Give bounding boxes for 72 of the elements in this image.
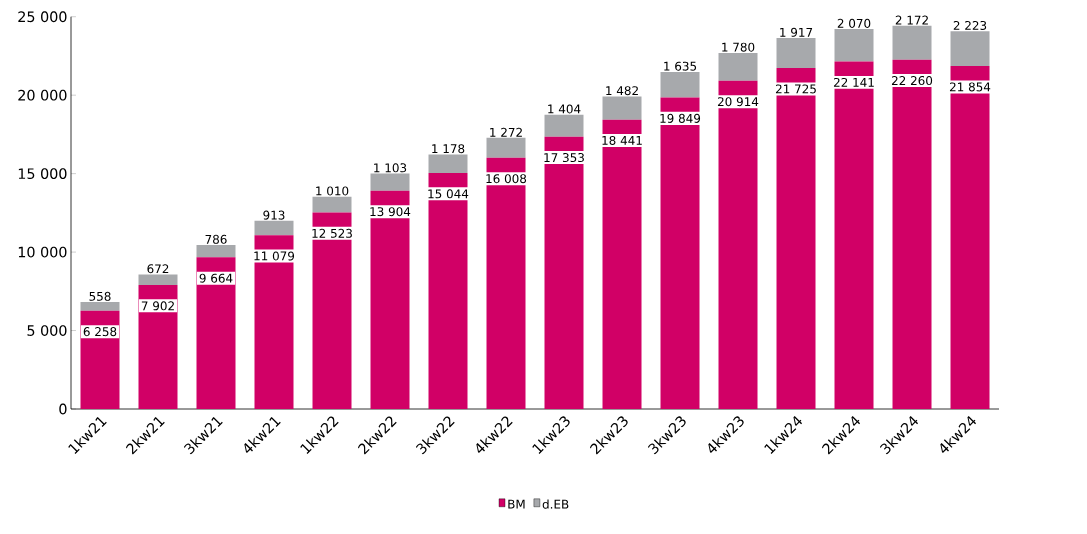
- data-label: 558: [89, 291, 111, 301]
- data-label: 1 482: [606, 86, 638, 96]
- data-label: 13 904: [370, 207, 411, 217]
- bar: [544, 114, 584, 137]
- y-tick-label: 15 000: [18, 168, 67, 180]
- bar: [254, 235, 294, 409]
- bar: [950, 66, 990, 409]
- bar: [660, 97, 700, 409]
- data-label: 22 260: [891, 76, 933, 86]
- bar: [892, 59, 932, 409]
- data-label: 20 914: [717, 97, 759, 107]
- data-label: 2 172: [895, 15, 928, 25]
- bar: [486, 137, 526, 158]
- bar: [138, 274, 178, 286]
- bar: [776, 68, 816, 409]
- bar: [254, 220, 294, 236]
- data-label: 16 008: [486, 174, 527, 184]
- data-label: 18 441: [602, 135, 642, 145]
- bar: [196, 257, 236, 409]
- data-label: 1 780: [722, 42, 755, 52]
- bar: [428, 172, 468, 409]
- bar: [370, 173, 410, 191]
- data-label: 1 635: [664, 61, 697, 71]
- bar: [660, 71, 700, 98]
- data-label: 1 178: [432, 144, 465, 154]
- bar: [196, 245, 236, 258]
- y-tick-label: 0: [59, 403, 67, 415]
- data-label: 22 141: [833, 77, 874, 87]
- legend-label: BM: [508, 499, 525, 509]
- data-label: 21 854: [949, 82, 991, 92]
- data-label: 11 079: [254, 251, 295, 261]
- data-label: 1 272: [490, 127, 522, 137]
- data-label: 7 902: [141, 301, 174, 311]
- data-label: 1 010: [316, 186, 349, 196]
- bar: [834, 61, 874, 409]
- data-label: 12 523: [312, 228, 352, 238]
- bar: [602, 119, 642, 409]
- data-label: 1 917: [780, 27, 813, 37]
- y-tick-label: 20 000: [18, 89, 67, 101]
- bar: [950, 31, 990, 67]
- bar: [544, 136, 584, 409]
- data-label: 6 258: [83, 327, 117, 337]
- bar: [776, 38, 816, 69]
- data-label: 15 044: [428, 189, 469, 199]
- bar: [486, 157, 526, 409]
- bar: [428, 154, 468, 173]
- data-label: 19 849: [660, 113, 701, 123]
- bar: [834, 29, 874, 62]
- bar: [602, 96, 642, 120]
- data-label: 21 725: [775, 84, 816, 94]
- data-label: 2 223: [953, 20, 987, 31]
- bar: [312, 212, 352, 409]
- data-label: 1 103: [374, 163, 407, 173]
- data-label: 786: [205, 234, 227, 244]
- bar: [80, 302, 120, 311]
- data-label: 672: [147, 264, 169, 274]
- legend-label: d.EB: [542, 499, 569, 509]
- data-label: 1 404: [548, 104, 581, 114]
- y-tick-label: 10 000: [18, 246, 67, 258]
- bar: [138, 285, 178, 409]
- bar: [718, 80, 758, 409]
- bar: [80, 310, 120, 409]
- data-label: 2 070: [837, 18, 871, 28]
- bar: [892, 25, 932, 60]
- data-label: 9 664: [199, 273, 233, 283]
- bar: [370, 190, 410, 409]
- y-tick-label: 5 000: [27, 325, 67, 336]
- data-label: 913: [263, 210, 285, 220]
- bar: [718, 52, 758, 81]
- bar: [312, 196, 352, 213]
- data-label: 17 353: [544, 153, 584, 163]
- y-tick-label: 25 000: [18, 11, 67, 23]
